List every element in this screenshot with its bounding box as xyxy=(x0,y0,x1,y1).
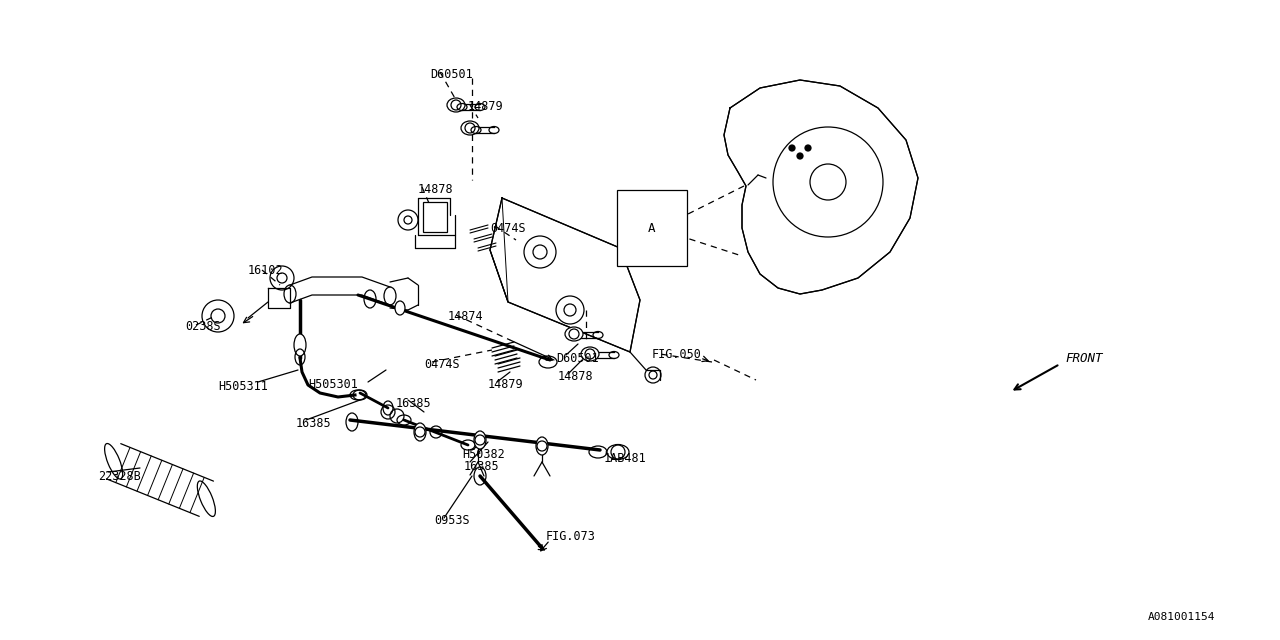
Text: D60501: D60501 xyxy=(430,68,472,81)
Ellipse shape xyxy=(461,121,479,135)
Text: H505311: H505311 xyxy=(218,380,268,393)
Ellipse shape xyxy=(294,334,306,356)
Ellipse shape xyxy=(581,347,599,361)
Ellipse shape xyxy=(607,445,628,460)
Text: 14879: 14879 xyxy=(488,378,524,391)
Polygon shape xyxy=(490,198,640,352)
Polygon shape xyxy=(724,80,918,294)
Text: FRONT: FRONT xyxy=(1065,351,1102,365)
Circle shape xyxy=(788,145,795,151)
Text: D60501: D60501 xyxy=(556,352,599,365)
Ellipse shape xyxy=(447,98,465,112)
Ellipse shape xyxy=(413,423,426,441)
Text: 0238S: 0238S xyxy=(186,320,220,333)
Text: A: A xyxy=(648,221,655,234)
Text: 14874: 14874 xyxy=(448,310,484,323)
Text: 16385: 16385 xyxy=(465,460,499,473)
Text: H50382: H50382 xyxy=(462,448,504,461)
Text: 0953S: 0953S xyxy=(434,514,470,527)
Text: 14878: 14878 xyxy=(558,370,594,383)
Text: 14878: 14878 xyxy=(419,183,453,196)
Ellipse shape xyxy=(564,327,582,341)
Text: 0474S: 0474S xyxy=(424,358,460,371)
FancyBboxPatch shape xyxy=(422,202,447,232)
Ellipse shape xyxy=(474,431,486,449)
Ellipse shape xyxy=(396,301,404,315)
Circle shape xyxy=(797,153,803,159)
Text: 16102: 16102 xyxy=(248,264,284,277)
Text: 14879: 14879 xyxy=(468,100,503,113)
Text: FIG.073: FIG.073 xyxy=(547,530,596,543)
Text: FIG.050: FIG.050 xyxy=(652,348,701,361)
Circle shape xyxy=(805,145,812,151)
Text: H505301: H505301 xyxy=(308,378,358,391)
Text: 0474S: 0474S xyxy=(490,222,526,235)
Text: 22328B: 22328B xyxy=(99,470,141,483)
Ellipse shape xyxy=(536,437,548,455)
Text: 1AB481: 1AB481 xyxy=(604,452,646,465)
Text: 16385: 16385 xyxy=(296,417,332,430)
Text: 16385: 16385 xyxy=(396,397,431,410)
Text: A081001154: A081001154 xyxy=(1148,612,1216,622)
